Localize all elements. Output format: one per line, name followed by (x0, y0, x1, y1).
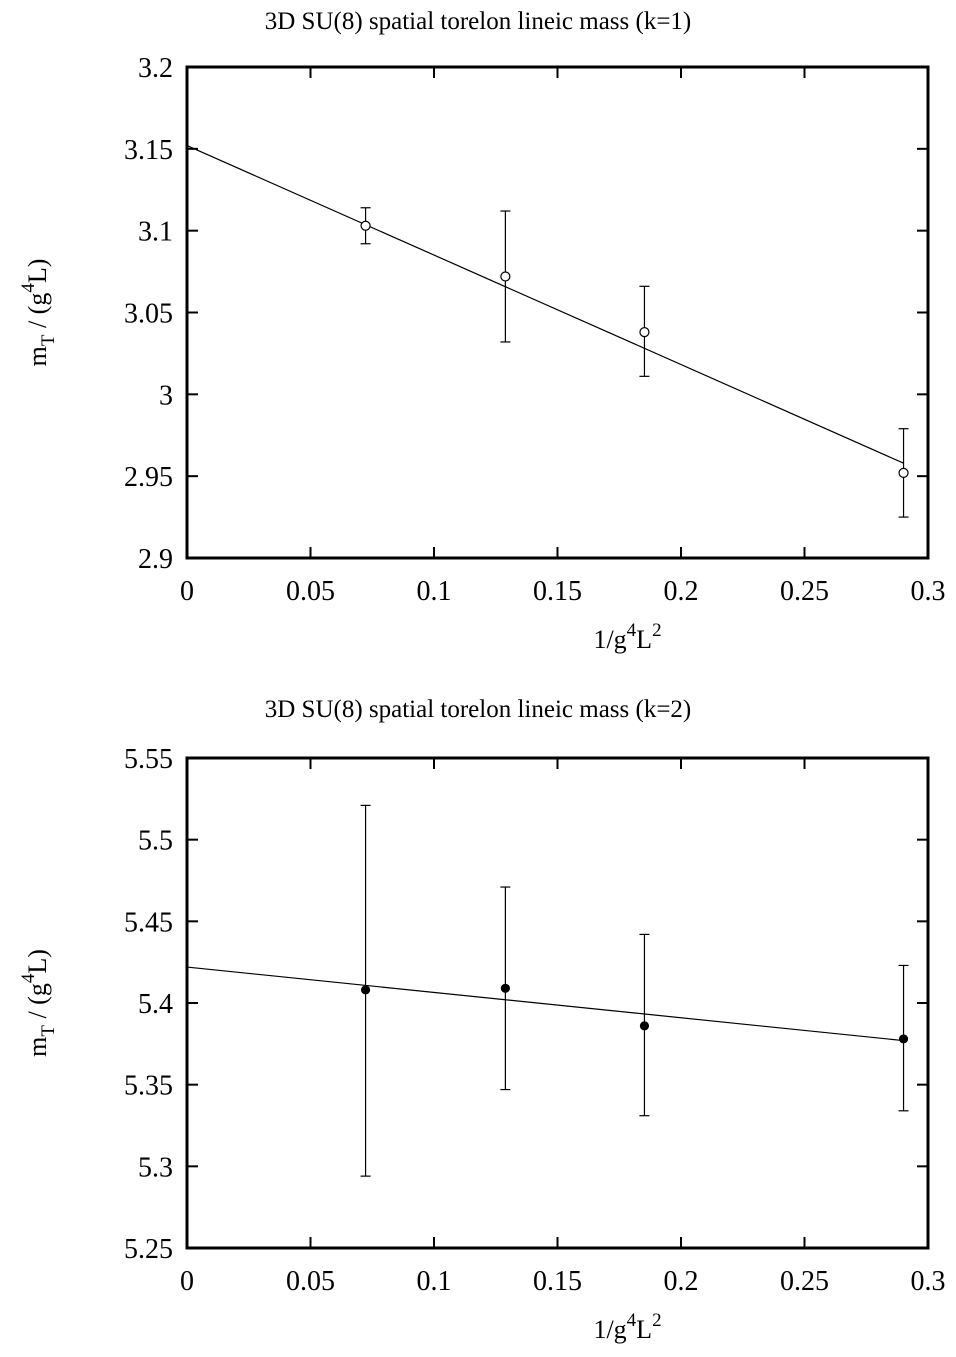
y-tick-label: 5.35 (124, 1071, 173, 1102)
x-tick-label: 0 (180, 576, 194, 607)
y-tick-label: 5.45 (124, 907, 173, 938)
data-point (898, 467, 909, 478)
x-tick-label: 0.3 (911, 576, 946, 607)
data-point (500, 983, 510, 993)
y-tick-label: 5.25 (124, 1234, 173, 1265)
x-tick-label: 0.15 (533, 1266, 582, 1297)
y-tick-label: 3.05 (124, 299, 173, 330)
y-tick-label: 5.5 (138, 826, 173, 857)
fit-line (186, 966, 904, 1042)
data-point (360, 985, 371, 995)
y-axis-label: mT / (g4L) (18, 949, 59, 1057)
y-tick-label: 2.9 (138, 544, 173, 575)
x-tick-label: 0.05 (286, 576, 335, 607)
x-tick-label: 0.25 (780, 576, 829, 607)
data-point (500, 271, 511, 282)
chart-title: 3D SU(8) spatial torelon lineic mass (k=… (264, 8, 692, 35)
x-axis-label: 1/g4L2 (593, 620, 661, 654)
x-tick-label: 0 (180, 1266, 194, 1297)
chart-svg: 0 0.05 0.1 0.15 0.2 0.25 0.3 5.25 5.3 5.35 5.4 5.45… (18, 744, 946, 1344)
x-axis-label: 1/g4L2 (593, 1310, 661, 1344)
y-tick-label: 3.15 (124, 135, 173, 166)
x-tick-label: 0.1 (417, 1266, 452, 1297)
y-axis-label: mT / (g4L) (18, 259, 59, 367)
x-tick-label: 0.2 (664, 576, 699, 607)
plot-frame (185, 756, 930, 1250)
plot-frame (185, 65, 930, 560)
x-tick-label: 0.1 (417, 576, 452, 607)
y-tick-label: 5.3 (138, 1152, 173, 1183)
y-tick-label: 2.95 (124, 462, 173, 493)
data-point (639, 1021, 650, 1031)
y-tick-label: 3.1 (138, 217, 173, 248)
y-tick-label: 3.2 (138, 53, 173, 84)
x-tick-label: 0.05 (286, 1266, 335, 1297)
chart-title: 3D SU(8) spatial torelon lineic mass (k=… (264, 696, 692, 723)
x-tick-label: 0.3 (911, 1266, 946, 1297)
chart-svg: 0 0.05 0.1 0.15 0.2 0.25 0.3 2.9 2.95 3 3.05 3.1 3.1… (18, 53, 946, 654)
y-tick-label: 5.55 (124, 744, 173, 775)
x-tick-label: 0.15 (533, 576, 582, 607)
data-point (639, 327, 650, 338)
fit-line (186, 145, 904, 464)
data-point (898, 1034, 909, 1044)
y-tick-label: 5.4 (138, 989, 173, 1020)
y-tick-label: 3 (159, 380, 173, 411)
chart-panel-k2: 3D SU(8) spatial torelon lineic mass (k=… (0, 688, 956, 1357)
x-tick-label: 0.2 (664, 1266, 699, 1297)
data-point (360, 220, 371, 231)
chart-panel-k1: 3D SU(8) spatial torelon lineic mass (k=… (0, 0, 956, 672)
x-tick-label: 0.25 (780, 1266, 829, 1297)
